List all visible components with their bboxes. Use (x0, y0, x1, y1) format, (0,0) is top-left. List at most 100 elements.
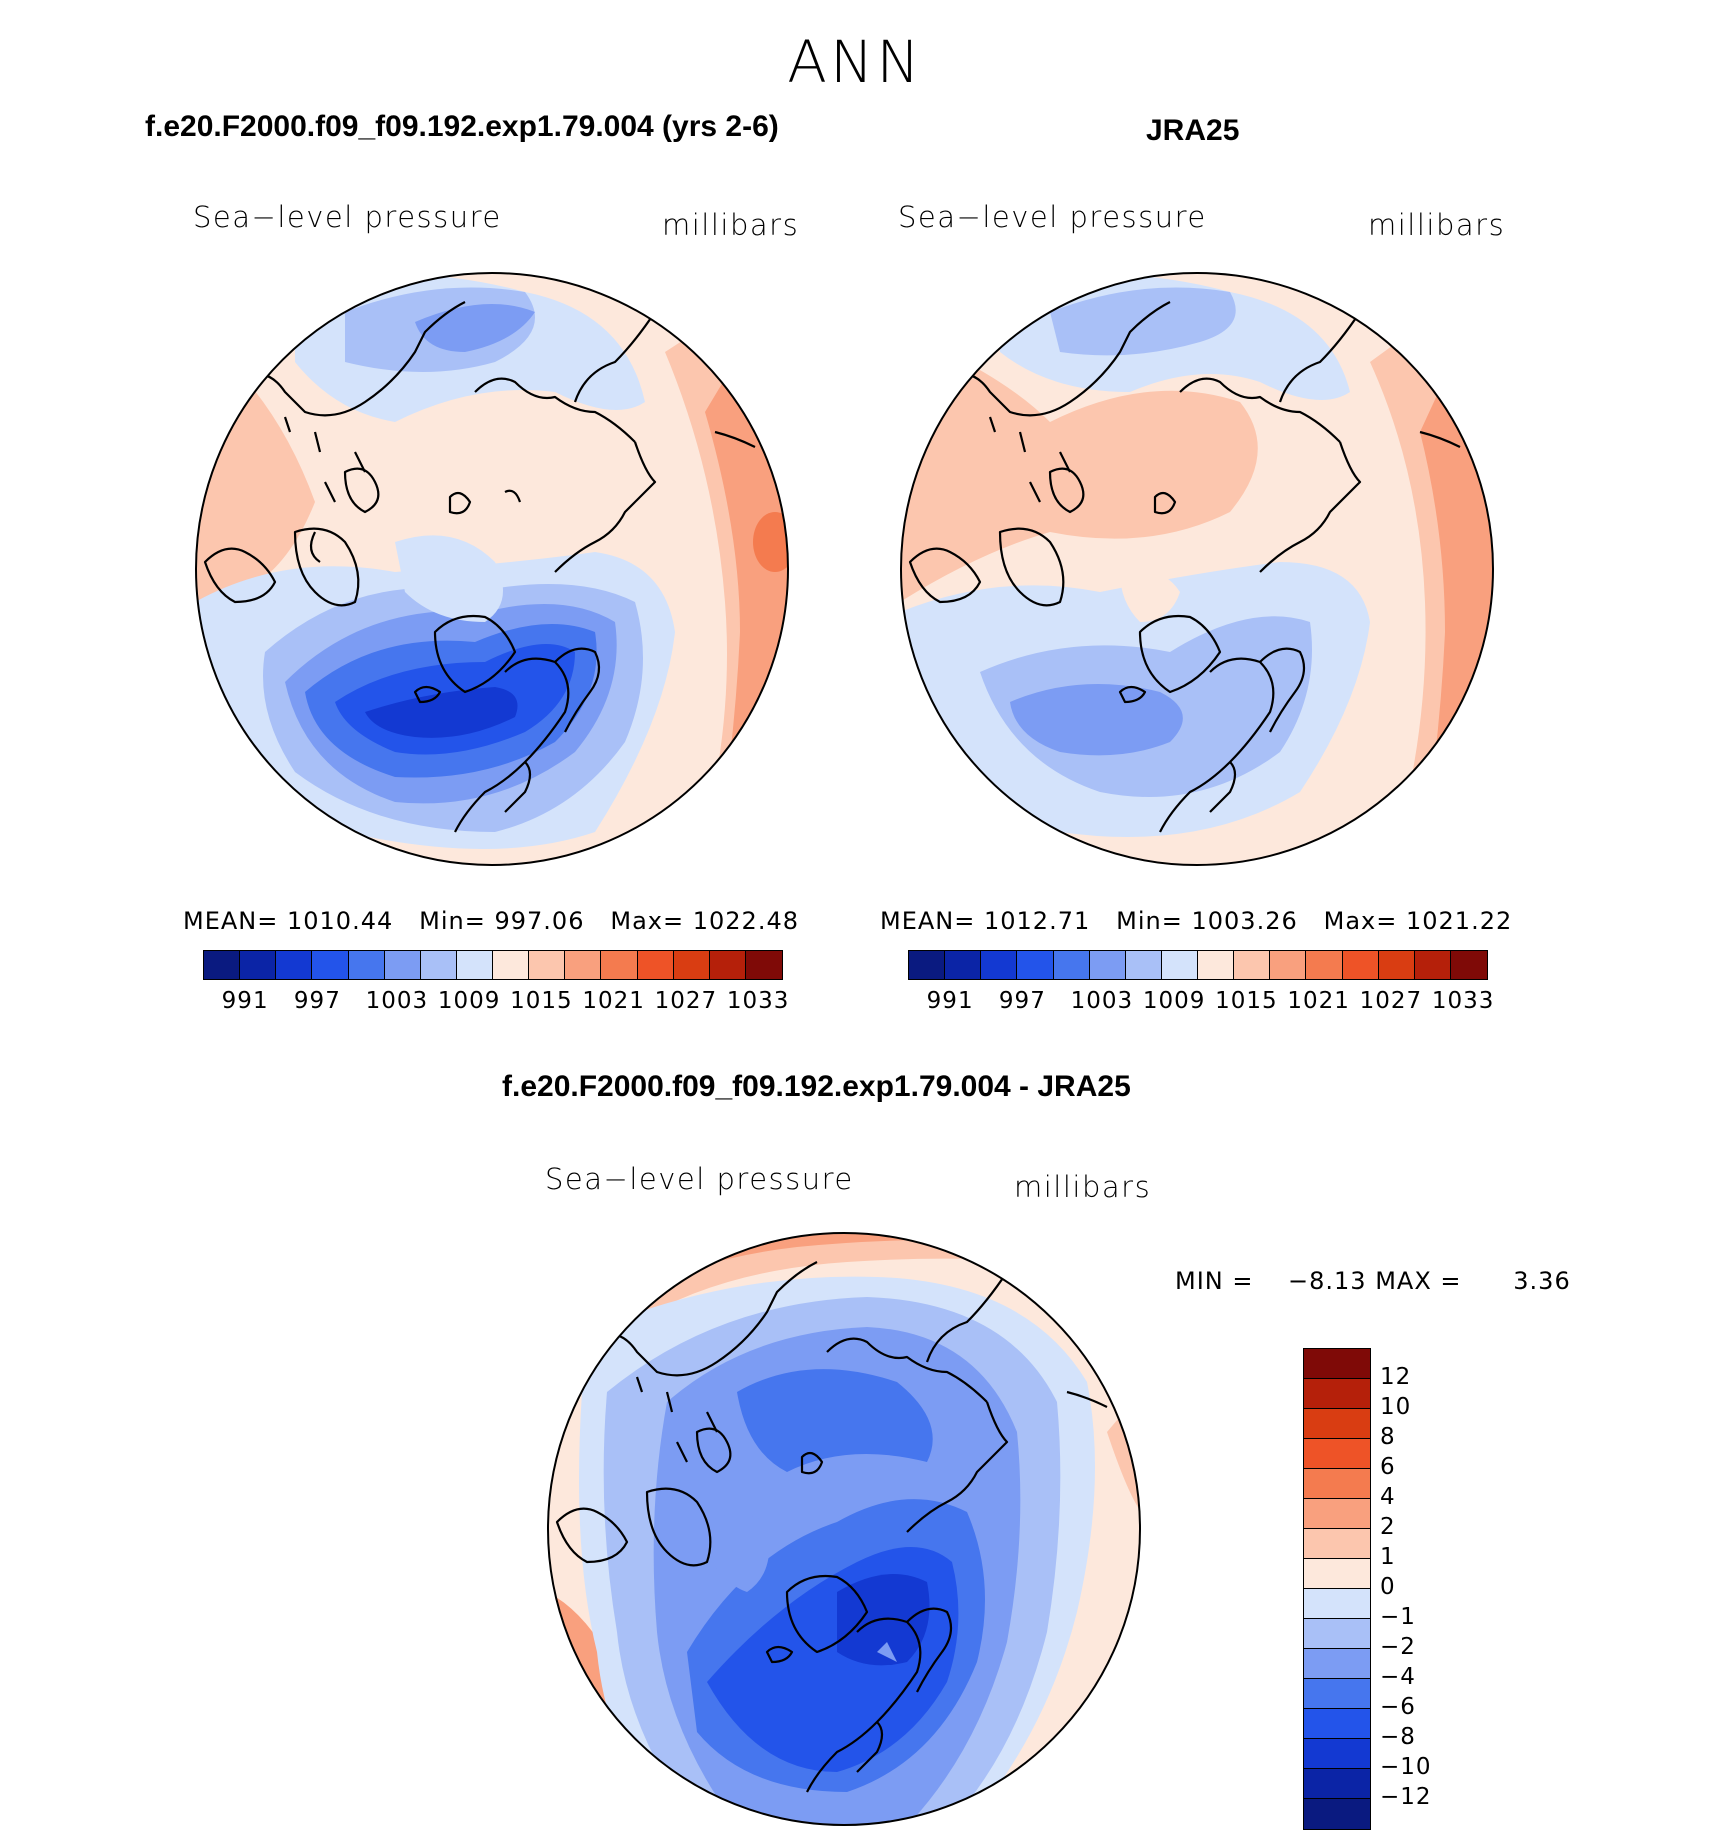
right-colorbar-box (1342, 951, 1379, 979)
right-colorbar-box (1017, 951, 1054, 979)
left-colorbar-label: 1015 (510, 988, 573, 1014)
right-stats: MEAN= 1012.71 Min= 1003.26 Max= 1021.22 (880, 907, 1512, 935)
left-colorbar-box (673, 951, 710, 979)
diff-colorbar-label: 8 (1380, 1424, 1396, 1450)
diff-minmax: MIN = −8.13 MAX = 3.36 (1175, 1267, 1571, 1295)
diff-colorbar-box (1304, 1739, 1370, 1769)
left-max-value: 1022.48 (692, 907, 799, 935)
right-colorbar-label: 1009 (1142, 988, 1206, 1014)
left-colorbar-box (276, 951, 313, 979)
right-colorbar-box (909, 951, 946, 979)
diff-polar-map (547, 1232, 1141, 1826)
diff-colorbar-box (1304, 1349, 1370, 1379)
right-colorbar-label: 1033 (1431, 988, 1495, 1014)
left-min-label: Min= (419, 907, 486, 935)
diff-colorbar-label: 12 (1380, 1364, 1412, 1390)
right-colorbar-label: 1015 (1215, 988, 1278, 1014)
left-colorbar-label: 1021 (582, 988, 645, 1014)
left-colorbar-box (565, 951, 602, 979)
diff-colorbar-label: −1 (1380, 1604, 1416, 1630)
left-colorbar-box (456, 951, 493, 979)
diff-max-value: 3.36 (1513, 1267, 1571, 1295)
left-colorbar-box (204, 951, 241, 979)
right-colorbar-box (1306, 951, 1343, 979)
left-colorbar-box (312, 951, 349, 979)
left-mean-label: MEAN= (183, 907, 279, 935)
diff-colorbar-box (1304, 1709, 1370, 1739)
right-min-label: Min= (1116, 907, 1183, 935)
diff-colorbar-label: −10 (1380, 1754, 1432, 1780)
diff-colorbar-box (1304, 1649, 1370, 1679)
right-polar-map (900, 272, 1494, 866)
left-colorbar-box (529, 951, 566, 979)
right-min-value: 1003.26 (1191, 907, 1298, 935)
diff-colorbar-label: 2 (1380, 1514, 1396, 1540)
diff-colorbar-box (1304, 1589, 1370, 1619)
diff-colorbar-label: −6 (1380, 1694, 1416, 1720)
right-colorbar-box (1270, 951, 1307, 979)
left-colorbar (203, 950, 783, 980)
diff-min-value: −8.13 (1288, 1267, 1367, 1295)
diff-colorbar-box (1304, 1769, 1370, 1799)
left-mean-value: 1010.44 (287, 907, 394, 935)
left-colorbar-box (709, 951, 746, 979)
diff-colorbar-box (1304, 1619, 1370, 1649)
diff-colorbar-label: −4 (1380, 1664, 1416, 1690)
diff-colorbar-label: −8 (1380, 1724, 1416, 1750)
right-colorbar-box (1161, 951, 1198, 979)
diff-colorbar-box (1304, 1469, 1370, 1499)
diff-colorbar-box (1304, 1799, 1370, 1829)
right-mean-label: MEAN= (880, 907, 976, 935)
left-colorbar-box (637, 951, 674, 979)
right-colorbar-label: 991 (926, 988, 974, 1014)
right-variable-label: Sea−level pressure (898, 200, 1207, 234)
right-colorbar-box (1198, 951, 1235, 979)
right-colorbar-box (1378, 951, 1415, 979)
diff-colorbar-box (1304, 1439, 1370, 1469)
left-max-label: Max= (610, 907, 685, 935)
right-colorbar-box (1450, 951, 1487, 979)
diff-variable-label: Sea−level pressure (545, 1162, 854, 1196)
right-colorbar-box (1125, 951, 1162, 979)
left-colorbar-label: 1009 (437, 988, 501, 1014)
diff-colorbar (1303, 1348, 1371, 1830)
right-colorbar-box (1089, 951, 1126, 979)
diff-min-label: MIN = (1175, 1267, 1254, 1295)
left-colorbar-box (384, 951, 421, 979)
diff-colorbar-label: −12 (1380, 1784, 1432, 1810)
diff-colorbar-box (1304, 1559, 1370, 1589)
right-colorbar-box (945, 951, 982, 979)
left-units-label: millibars (662, 208, 800, 242)
left-colorbar-label: 991 (221, 988, 269, 1014)
diff-colorbar-label: 6 (1380, 1454, 1396, 1480)
right-max-label: Max= (1323, 907, 1398, 935)
left-colorbar-label: 1027 (654, 988, 718, 1014)
right-colorbar-label: 1003 (1070, 988, 1134, 1014)
left-min-value: 997.06 (494, 907, 585, 935)
figure-title: ANN (787, 28, 923, 96)
left-colorbar-label: 997 (293, 988, 341, 1014)
left-colorbar-box (493, 951, 530, 979)
left-colorbar-box (240, 951, 277, 979)
left-case-title: f.e20.F2000.f09_f09.192.exp1.79.004 (yrs… (145, 110, 779, 143)
left-stats: MEAN= 1010.44 Min= 997.06 Max= 1022.48 (183, 907, 799, 935)
right-case-title: JRA25 (1146, 114, 1240, 147)
diff-colorbar-box (1304, 1529, 1370, 1559)
diff-colorbar-box (1304, 1379, 1370, 1409)
diff-max-label: MAX = (1375, 1267, 1462, 1295)
diff-colorbar-label: 4 (1380, 1484, 1396, 1510)
diff-colorbar-label: −2 (1380, 1634, 1416, 1660)
diff-colorbar-box (1304, 1499, 1370, 1529)
right-colorbar (908, 950, 1488, 980)
left-colorbar-box (601, 951, 638, 979)
left-colorbar-label: 1033 (726, 988, 790, 1014)
left-colorbar-box (420, 951, 457, 979)
diff-colorbar-box (1304, 1679, 1370, 1709)
right-colorbar-label: 1027 (1359, 988, 1423, 1014)
right-colorbar-box (1414, 951, 1451, 979)
right-colorbar-box (981, 951, 1018, 979)
diff-colorbar-label: 1 (1380, 1544, 1396, 1570)
left-colorbar-box (348, 951, 385, 979)
diff-units-label: millibars (1014, 1170, 1152, 1204)
right-colorbar-label: 1021 (1287, 988, 1350, 1014)
